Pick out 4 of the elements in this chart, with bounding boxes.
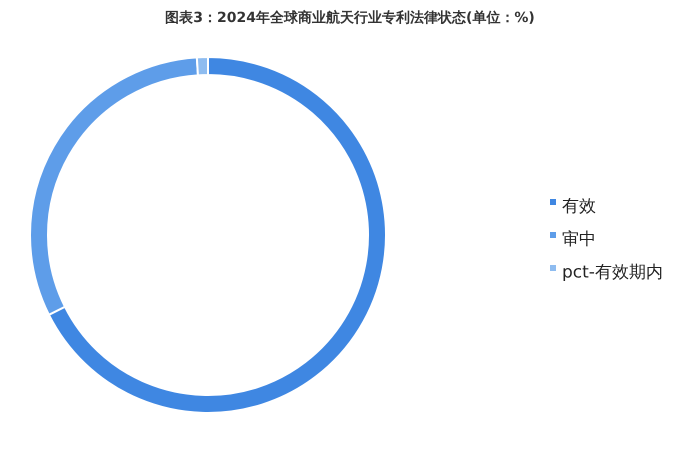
legend-label: 有效 — [562, 196, 596, 217]
legend-label: pct-有效期内 — [562, 262, 663, 283]
legend-label: 审中 — [562, 230, 596, 250]
chart-title: 图表3：2024年全球商业航天行业专利法律状态(单位：%) — [165, 9, 535, 26]
